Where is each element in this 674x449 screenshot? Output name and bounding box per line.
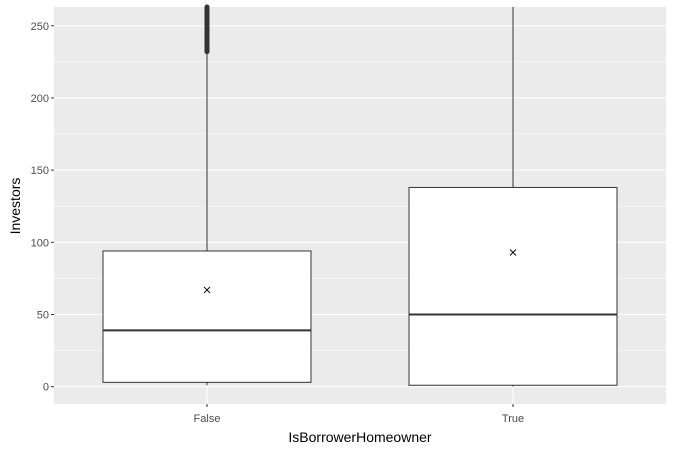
x-tick-label: True: [502, 413, 524, 425]
mean-marker: [203, 286, 211, 294]
y-tick-label: 50: [37, 309, 49, 321]
x-axis-title: IsBorrowerHomeowner: [288, 429, 431, 445]
mean-marker: [509, 249, 517, 256]
y-tick-label: 100: [31, 237, 49, 249]
y-tick-label: 250: [31, 21, 49, 33]
box-true: [408, 7, 618, 387]
y-axis: 0 50 100 150 200 250: [31, 21, 54, 394]
boxes: [102, 4, 618, 387]
x-tick-label: False: [194, 413, 221, 425]
y-tick-label: 200: [31, 93, 49, 105]
y-tick-label: 0: [43, 382, 49, 394]
y-tick-label: 150: [31, 165, 49, 177]
box-false: [102, 4, 312, 386]
y-axis-title: Investors: [7, 178, 23, 235]
x-axis: False True: [194, 404, 524, 425]
box-body: [102, 250, 312, 383]
box-body: [408, 186, 618, 386]
